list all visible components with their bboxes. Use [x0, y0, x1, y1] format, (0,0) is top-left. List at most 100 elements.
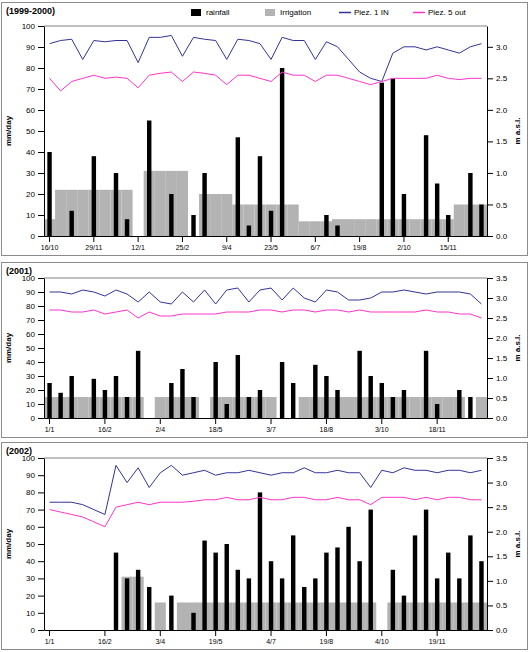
- chart-root: 01020304050607080901000.00.51.01.52.02.5…: [0, 0, 529, 652]
- bar: [77, 397, 88, 418]
- bar: [468, 173, 472, 236]
- bar: [133, 236, 144, 237]
- bar: [402, 596, 406, 630]
- x-tick-label: 25/2: [176, 244, 190, 251]
- y-axis-title: mm/day: [4, 115, 13, 146]
- bar: [313, 236, 317, 237]
- bar: [368, 236, 372, 237]
- tick-label: 50: [26, 540, 35, 549]
- bar: [202, 418, 206, 419]
- bar: [147, 418, 151, 419]
- bar: [424, 135, 428, 236]
- bar: [202, 173, 206, 236]
- x-tick-label: 16/2: [98, 426, 112, 433]
- x-tick-mark: [215, 630, 216, 636]
- bar: [346, 527, 350, 630]
- bar: [354, 219, 365, 236]
- x-tick-label: 19/8: [353, 244, 367, 251]
- tick: 50: [26, 344, 44, 353]
- bar: [77, 190, 88, 236]
- bar: [324, 553, 328, 630]
- bar: [457, 390, 461, 418]
- bar: [125, 219, 129, 236]
- x-tick-mark: [271, 418, 272, 424]
- x-tick-label: 4/10: [375, 638, 389, 645]
- x-tick-label: 29/11: [85, 244, 102, 251]
- bar: [103, 236, 107, 237]
- bar: [213, 362, 217, 418]
- tick-mark: [38, 613, 44, 614]
- tick-label: 2.5: [496, 503, 508, 512]
- x-tick-mark: [160, 418, 161, 424]
- bar: [313, 578, 317, 630]
- bar: [81, 630, 85, 631]
- tick: 1.5: [487, 552, 508, 561]
- bar: [58, 393, 62, 418]
- y-axis: 0102030405060708090100: [22, 274, 45, 423]
- tick-mark: [487, 398, 493, 399]
- tick-mark: [38, 306, 44, 307]
- tick: 30: [26, 574, 44, 583]
- tick-mark: [487, 78, 493, 79]
- tick: 20: [26, 386, 44, 395]
- tick-label: 3.5: [496, 454, 508, 463]
- y2-axis: 0.00.51.01.52.02.53.0: [487, 27, 508, 242]
- tick-label: 90: [26, 288, 35, 297]
- bar: [136, 351, 140, 418]
- x-tick: 9/4: [222, 236, 232, 251]
- legend-item: Piez. 1 IN: [339, 8, 389, 17]
- tick-mark: [38, 510, 44, 511]
- tick-mark: [487, 483, 493, 484]
- x-tick: 2/10: [397, 236, 411, 251]
- tick-mark: [38, 578, 44, 579]
- tick: 40: [26, 148, 44, 157]
- tick-label: 2.5: [496, 74, 508, 83]
- bar: [47, 630, 51, 631]
- bar: [424, 351, 428, 418]
- tick-label: 20: [26, 386, 35, 395]
- x-tick-mark: [182, 236, 183, 242]
- x-tick-label: 6/7: [310, 244, 320, 251]
- bar: [236, 570, 240, 630]
- axis-line: [487, 459, 488, 631]
- panel-frame: [2, 3, 528, 256]
- tick: 80: [26, 302, 44, 311]
- bar-series: [44, 171, 487, 236]
- bar: [357, 351, 361, 418]
- bar: [188, 397, 199, 418]
- bar: [357, 561, 361, 630]
- tick: 0.0: [487, 414, 508, 423]
- tick: 60: [26, 330, 44, 339]
- bar: [125, 578, 129, 630]
- plot-top-border: [44, 26, 487, 27]
- bar: [346, 236, 350, 237]
- bar: [213, 236, 217, 237]
- tick-label: 20: [26, 190, 35, 199]
- tick-mark: [38, 376, 44, 377]
- x-tick-mark: [160, 630, 161, 636]
- bar: [343, 397, 354, 418]
- bar: [169, 383, 173, 418]
- bar: [58, 236, 62, 237]
- tick-mark: [487, 418, 493, 419]
- bar: [368, 376, 372, 418]
- x-tick-mark: [326, 630, 327, 636]
- bar: [99, 190, 110, 236]
- x-tick: 19/8: [320, 630, 334, 645]
- x-tick-mark: [437, 418, 438, 424]
- tick-mark: [38, 47, 44, 48]
- bar: [446, 553, 450, 630]
- tick-mark: [38, 418, 44, 419]
- x-tick-mark: [271, 630, 272, 636]
- y-axis-title: mm/day: [4, 528, 13, 559]
- x-tick-mark: [448, 236, 449, 242]
- tick: 3.0: [487, 479, 508, 488]
- x-tick: 4/7: [266, 630, 276, 645]
- bar: [191, 215, 195, 236]
- x-tick: 12/1: [131, 236, 145, 251]
- tick-mark: [487, 338, 493, 339]
- bar: [376, 630, 387, 631]
- legend-swatch: [413, 12, 425, 14]
- bar: [114, 553, 118, 630]
- tick-mark: [38, 348, 44, 349]
